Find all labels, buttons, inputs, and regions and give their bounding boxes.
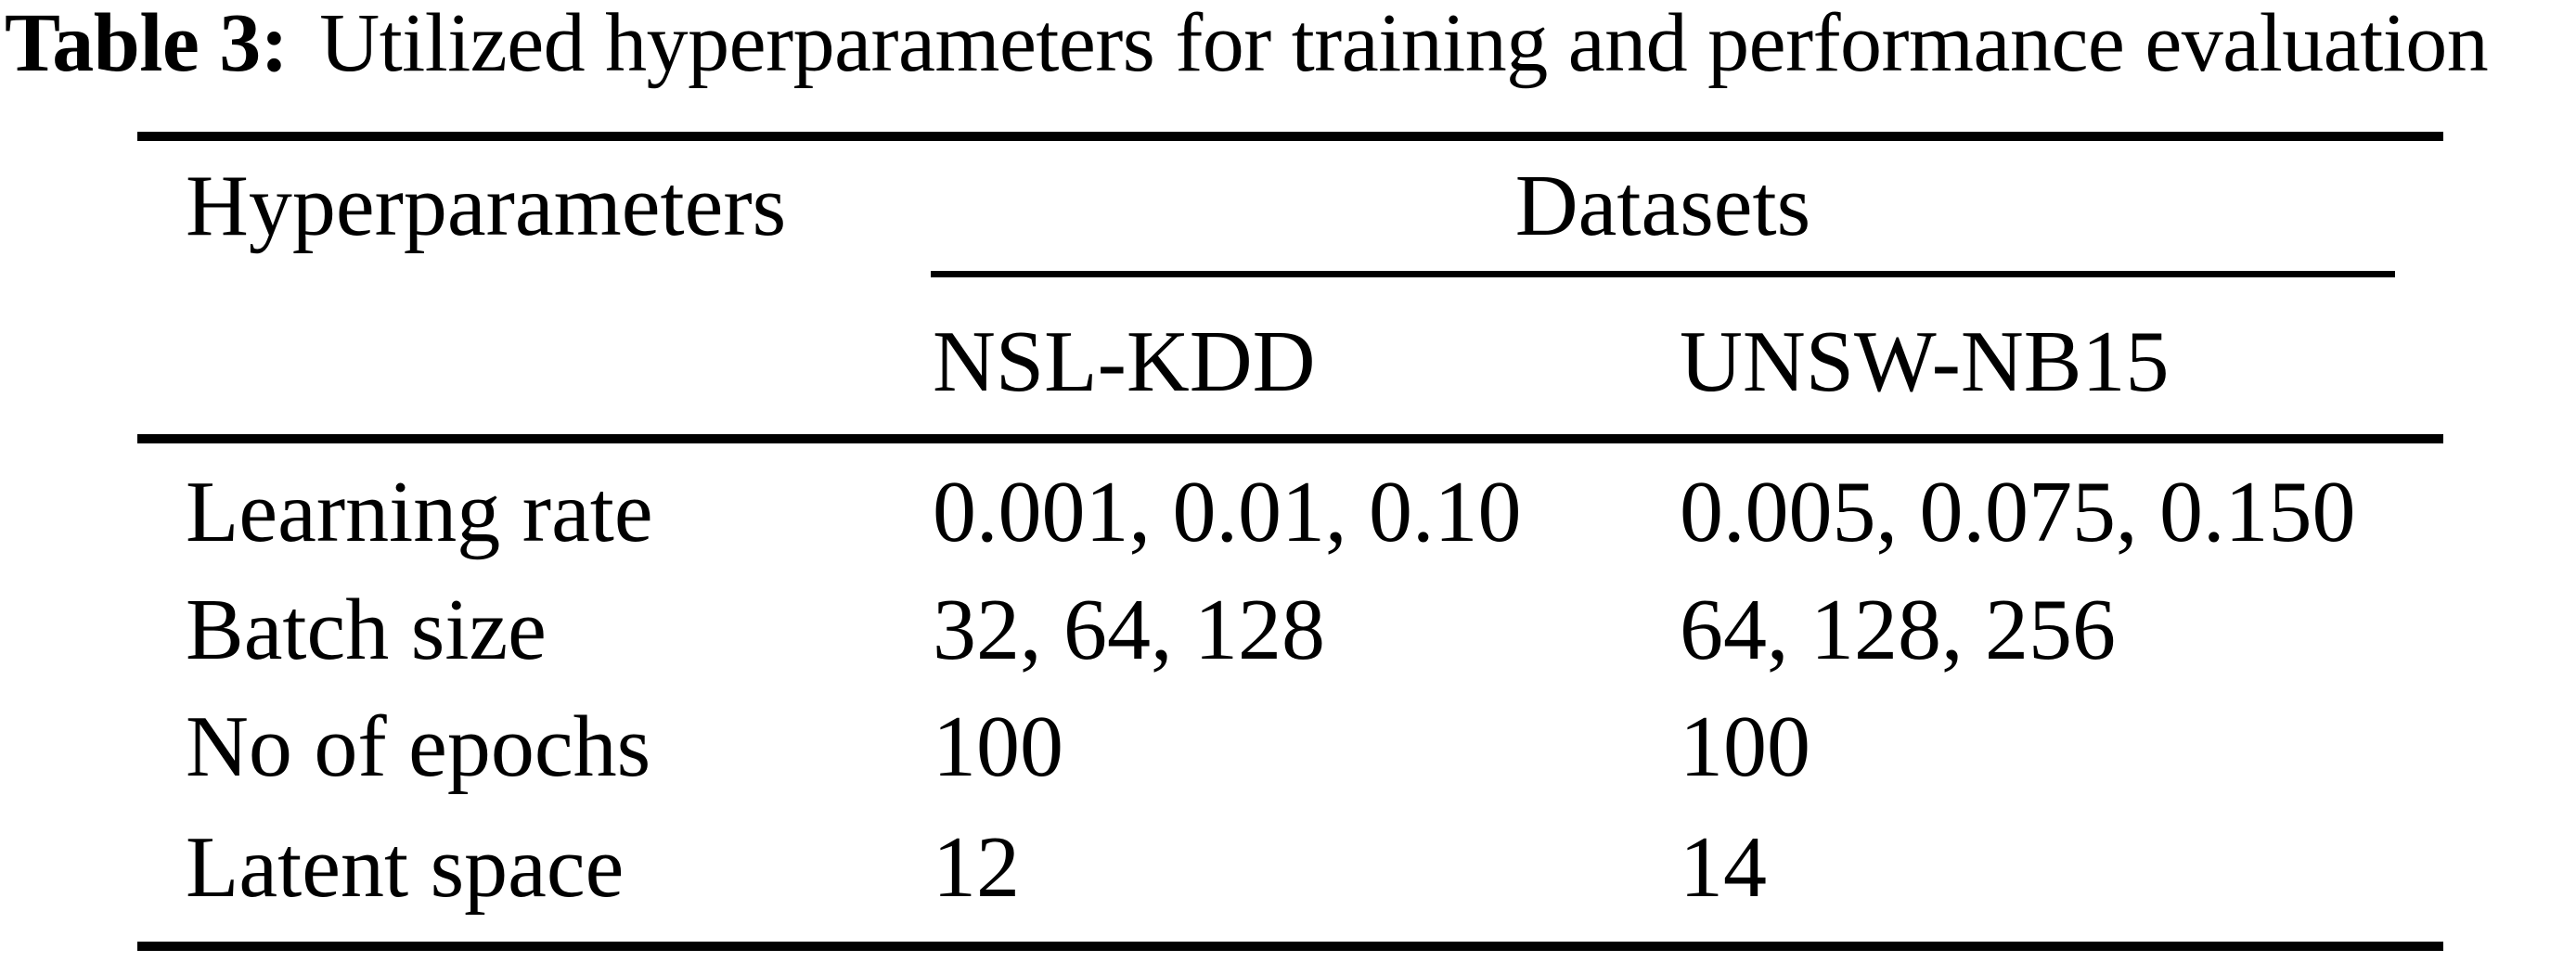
row-label-cell: No of epochs bbox=[186, 699, 651, 795]
unsw-nb15-value-cell: 100 bbox=[1680, 699, 1810, 795]
table-caption-label: Table 3: bbox=[5, 0, 289, 89]
table-caption: Table 3: Utilized hyperparameters for tra… bbox=[5, 2, 2489, 85]
unsw-nb15-value-cell: 14 bbox=[1680, 819, 1767, 916]
nsl-kdd-value-cell: 100 bbox=[933, 699, 1063, 795]
table-bottom-rule bbox=[137, 942, 2443, 951]
row-label-cell: Batch size bbox=[186, 582, 547, 678]
nsl-kdd-value-cell: 0.001, 0.01, 0.10 bbox=[933, 464, 1522, 560]
header-separator-rule bbox=[137, 434, 2443, 443]
column-group-header-datasets: Datasets bbox=[1514, 158, 1811, 254]
column-header-hyperparameters: Hyperparameters bbox=[186, 158, 787, 254]
datasets-underline-rule bbox=[931, 271, 2395, 277]
row-label-cell: Latent space bbox=[186, 819, 625, 916]
nsl-kdd-value-cell: 12 bbox=[933, 819, 1020, 916]
unsw-nb15-value-cell: 0.005, 0.075, 0.150 bbox=[1680, 464, 2356, 560]
table-caption-text: Utilized hyperparameters for training an… bbox=[319, 0, 2489, 89]
row-label-cell: Learning rate bbox=[186, 464, 653, 560]
nsl-kdd-value-cell: 32, 64, 128 bbox=[933, 582, 1325, 678]
column-header-unsw-nb15: UNSW-NB15 bbox=[1680, 314, 2170, 410]
table-top-rule bbox=[137, 132, 2443, 141]
unsw-nb15-value-cell: 64, 128, 256 bbox=[1680, 582, 2116, 678]
column-header-nsl-kdd: NSL-KDD bbox=[933, 314, 1316, 410]
